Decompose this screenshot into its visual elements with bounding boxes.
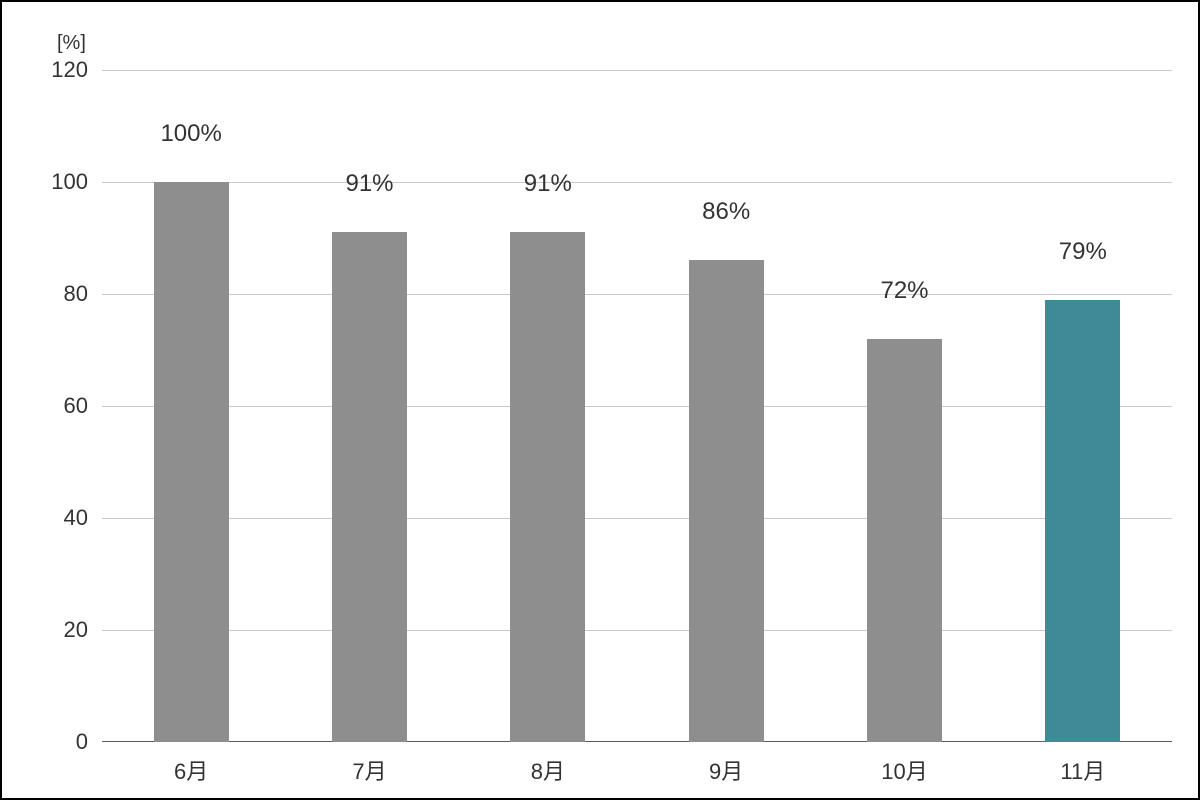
bar bbox=[510, 232, 585, 742]
bar-value-label: 91% bbox=[345, 170, 393, 198]
x-tick-label: 6月 bbox=[174, 754, 208, 786]
bar bbox=[867, 339, 942, 742]
y-tick-label: 80 bbox=[64, 281, 88, 307]
x-axis-baseline bbox=[102, 741, 1172, 742]
x-tick-label: 8月 bbox=[531, 754, 565, 786]
y-tick-label: 60 bbox=[64, 393, 88, 419]
x-tick-label: 7月 bbox=[352, 754, 386, 786]
gridline bbox=[102, 518, 1172, 519]
x-tick-label: 9月 bbox=[709, 754, 743, 786]
bar-value-label: 91% bbox=[524, 170, 572, 198]
bar bbox=[332, 232, 407, 742]
y-axis-unit-label: [%] bbox=[57, 32, 86, 55]
bar-value-label: 100% bbox=[160, 120, 221, 148]
bar-value-label: 79% bbox=[1059, 238, 1107, 266]
bar-value-label: 72% bbox=[880, 277, 928, 305]
gridline bbox=[102, 406, 1172, 407]
plot-area: 020406080100120100%6月91%7月91%8月86%9月72%1… bbox=[102, 70, 1172, 742]
gridline bbox=[102, 182, 1172, 183]
y-tick-label: 40 bbox=[64, 505, 88, 531]
bar bbox=[1045, 300, 1120, 742]
chart-frame: [%] 020406080100120100%6月91%7月91%8月86%9月… bbox=[0, 0, 1200, 800]
x-tick-label: 11月 bbox=[1060, 754, 1105, 786]
gridline bbox=[102, 294, 1172, 295]
gridline bbox=[102, 630, 1172, 631]
bar bbox=[689, 260, 764, 742]
y-tick-label: 20 bbox=[64, 617, 88, 643]
gridline bbox=[102, 70, 1172, 71]
y-tick-label: 100 bbox=[51, 169, 88, 195]
y-tick-label: 120 bbox=[51, 57, 88, 83]
y-tick-label: 0 bbox=[76, 729, 88, 755]
bar bbox=[154, 182, 229, 742]
x-tick-label: 10月 bbox=[881, 754, 927, 786]
bar-value-label: 86% bbox=[702, 198, 750, 226]
